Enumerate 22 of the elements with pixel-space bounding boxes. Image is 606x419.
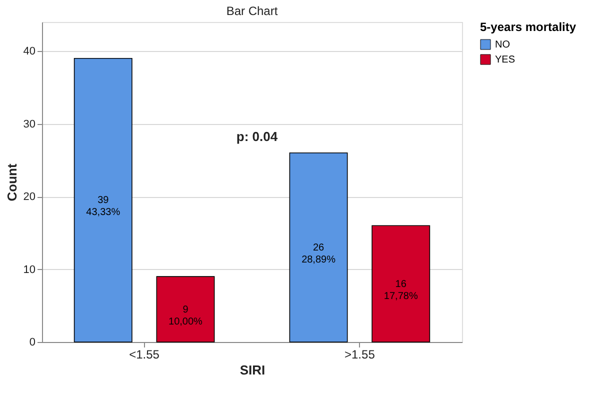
legend-title: 5-years mortality [480,20,576,34]
legend-label: NO [495,40,510,50]
data-label: 9 10,00% [168,304,203,328]
chart-title: Bar Chart [226,4,278,18]
bar [372,225,430,342]
x-tick-label: <1.55 [129,348,160,362]
y-tick-label: 30 [23,118,36,130]
bar [289,152,348,342]
x-tick-label: >1.55 [344,348,376,362]
legend-label: YES [495,54,516,66]
bar [74,58,132,342]
y-tick-label: 40 [23,46,36,58]
y-tick-label: 20 [23,191,36,204]
bar [156,276,215,342]
x-axis-title: SIRI [240,362,266,378]
data-label: 39 43,33% [86,195,120,218]
data-label: 26 28,89% [302,242,336,266]
annotation: p: 0.04 [236,129,278,144]
y-tick-label: 0 [29,336,36,348]
y-tick-label: 10 [23,264,36,276]
y-axis-title: Count [4,163,20,202]
data-label: 16 17,78% [384,278,418,302]
